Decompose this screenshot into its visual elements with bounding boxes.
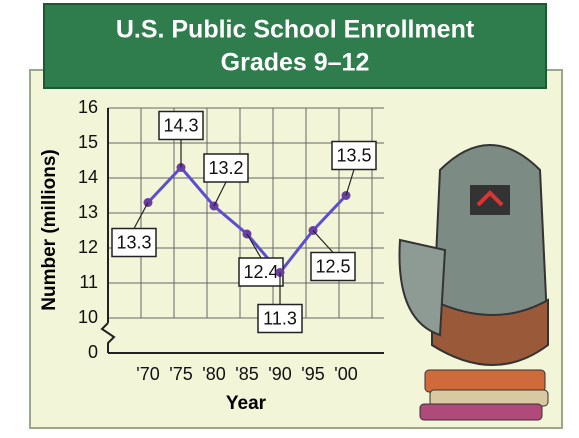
y-tick-label: 15 (78, 132, 98, 152)
x-axis-label: Year (226, 393, 267, 414)
chart: U.S. Public School Enrollment Grades 9–1… (0, 0, 579, 433)
data-label: 12.4 (243, 262, 278, 282)
chart-subtitle: Grades 9–12 (221, 49, 370, 77)
bag-logo (470, 185, 510, 215)
y-tick-label: 12 (78, 237, 98, 257)
y-tick-label: 14 (78, 167, 98, 187)
data-label: 13.2 (208, 158, 243, 178)
x-tick-label: '00 (334, 364, 357, 384)
book (425, 370, 545, 392)
data-label: 13.5 (336, 145, 371, 165)
y-axis-label: Number (millions) (39, 149, 60, 311)
y-tick-label: 16 (78, 97, 98, 117)
x-tick-label: '80 (202, 364, 225, 384)
x-tick-label: '75 (169, 364, 192, 384)
y-tick-label: 10 (78, 307, 98, 327)
y-tick-label: 11 (79, 272, 98, 292)
data-label: 14.3 (163, 115, 198, 135)
x-tick-label: '90 (268, 364, 291, 384)
y-tick-label: 13 (78, 202, 98, 222)
x-tick-label: '95 (301, 364, 324, 384)
x-tick-label: '70 (136, 364, 159, 384)
data-label: 12.5 (315, 256, 350, 276)
y-tick-label: 0 (88, 342, 98, 362)
x-tick-label: '85 (235, 364, 258, 384)
chart-title: U.S. Public School Enrollment (116, 16, 475, 44)
data-label: 11.3 (263, 308, 297, 328)
book (420, 404, 542, 420)
data-label: 13.3 (116, 232, 151, 252)
